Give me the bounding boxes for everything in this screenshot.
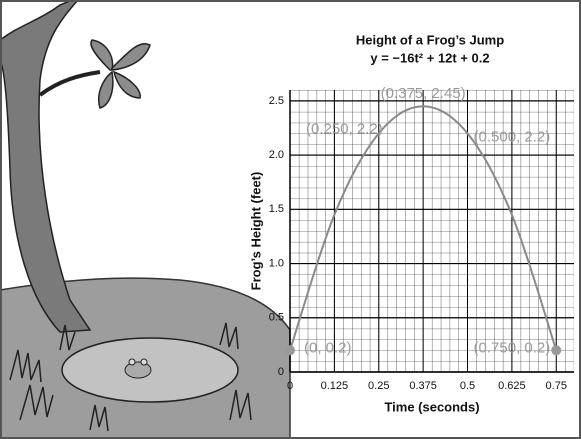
y-tick-label: 2.0 bbox=[269, 149, 284, 161]
y-tick-label: 2.5 bbox=[269, 95, 284, 107]
illustration bbox=[0, 0, 291, 439]
annotation: (0.250, 2.2) bbox=[306, 120, 383, 137]
annotation-marker bbox=[285, 345, 295, 356]
annotation: (0.375, 2.45) bbox=[381, 85, 466, 102]
y-tick-label: 1.5 bbox=[269, 203, 284, 215]
x-tick-label: 0.5 bbox=[460, 380, 475, 392]
x-axis-label: Time (seconds) bbox=[384, 399, 479, 414]
annotation-marker bbox=[551, 345, 562, 356]
y-tick-label: 0 bbox=[278, 366, 284, 378]
x-tick-label: 0.375 bbox=[409, 380, 437, 392]
annotation: (0.750, 0.2) bbox=[474, 339, 551, 356]
series-line bbox=[289, 105, 558, 351]
minor-grid bbox=[290, 90, 574, 372]
x-tick-label: 0 bbox=[287, 380, 293, 392]
y-axis-label: Frog’s Height (feet) bbox=[248, 172, 263, 291]
x-tick-label: 0.125 bbox=[321, 380, 349, 392]
annotation: (0, 0.2) bbox=[304, 339, 352, 356]
annotation: (0.500, 2.2) bbox=[474, 128, 551, 145]
x-tick-label: 0.25 bbox=[368, 380, 389, 392]
chart-subtitle: y = −16t² + 12t + 0.2 bbox=[370, 50, 489, 65]
x-tick-label: 0.75 bbox=[546, 380, 567, 392]
chart-title: Height of a Frog’s Jump bbox=[356, 32, 504, 47]
x-tick-label: 0.625 bbox=[498, 380, 526, 392]
y-tick-label: 0.5 bbox=[269, 312, 284, 324]
y-tick-label: 1.0 bbox=[269, 257, 284, 269]
